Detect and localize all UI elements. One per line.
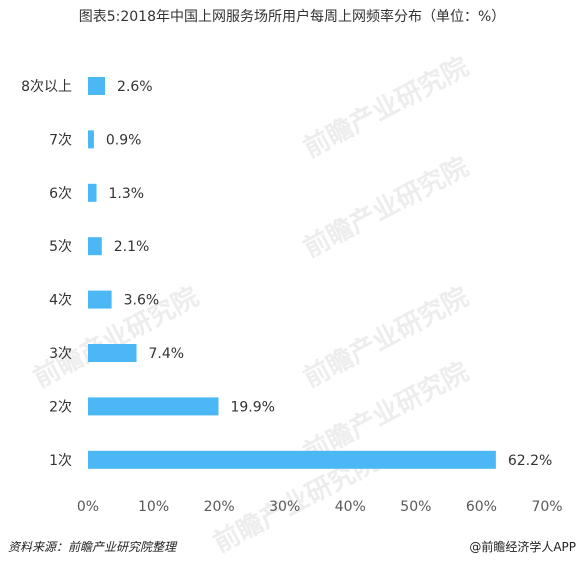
category-label: 2次	[49, 399, 72, 415]
data-label: 62.2%	[508, 453, 552, 469]
bar	[88, 77, 106, 95]
source-note: 资料来源：前瞻产业研究院整理	[8, 540, 177, 554]
x-tick-label: 60%	[466, 499, 497, 515]
x-tick-label: 20%	[204, 499, 235, 515]
category-labels-group: 8次以上 7次 6次 5次 4次 3次 2次 1次	[21, 79, 72, 469]
category-label: 7次	[49, 132, 72, 148]
x-tick-label: 0%	[77, 499, 99, 515]
bar	[88, 237, 102, 256]
data-label: 19.9%	[230, 399, 274, 415]
value-labels-group: 2.6% 0.9% 1.3% 2.1% 3.6% 7.4% 19.9% 62.2%	[106, 79, 552, 469]
data-label: 7.4%	[149, 346, 185, 362]
data-label: 0.9%	[106, 132, 142, 148]
x-tick-label: 50%	[400, 499, 431, 515]
category-label: 1次	[49, 453, 72, 469]
x-tick-label: 30%	[269, 499, 300, 515]
watermark-text: 前瞻产业研究院	[298, 151, 473, 264]
bar	[88, 344, 137, 362]
bar	[88, 450, 496, 469]
watermark-text: 前瞻产业研究院	[298, 51, 473, 164]
data-label: 3.6%	[124, 293, 160, 309]
bar	[88, 130, 94, 149]
data-label: 1.3%	[109, 186, 145, 202]
bar	[88, 290, 112, 309]
category-label: 8次以上	[21, 79, 72, 95]
chart-title: 图表5:2018年中国上网服务场所用户每周上网频率分布（单位：%）	[78, 9, 506, 25]
bar	[88, 183, 97, 202]
data-label: 2.6%	[117, 79, 153, 95]
category-label: 3次	[49, 346, 72, 362]
credit-note: @前瞻经济学人APP	[469, 540, 576, 554]
data-label: 2.1%	[114, 239, 150, 255]
category-label: 5次	[49, 239, 72, 255]
x-tick-label: 10%	[138, 499, 169, 515]
category-label: 4次	[49, 293, 72, 309]
bar	[88, 397, 219, 416]
category-label: 6次	[49, 186, 72, 202]
x-tick-label: 40%	[335, 499, 366, 515]
bars-group	[88, 77, 496, 469]
x-tick-label: 70%	[531, 499, 562, 515]
x-tick-labels-group: 0% 10% 20% 30% 40% 50% 60% 70%	[77, 499, 563, 515]
